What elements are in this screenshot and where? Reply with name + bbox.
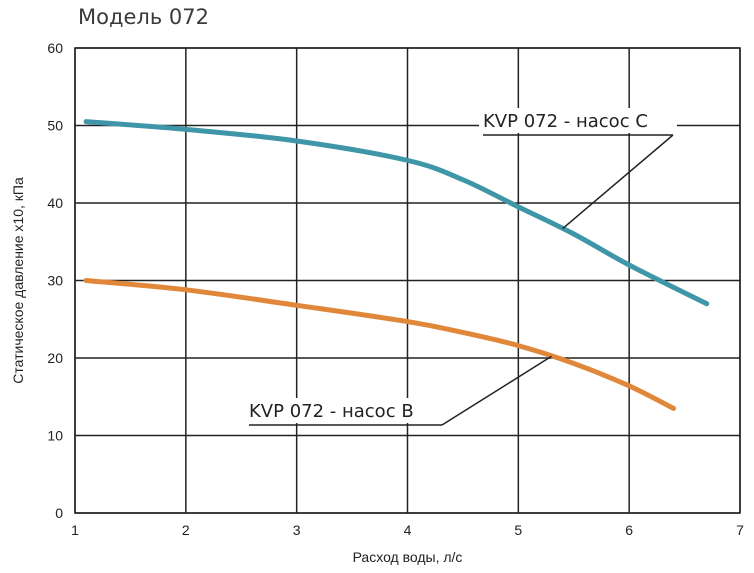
- series-group: [83, 119, 710, 411]
- x-tick-label: 5: [514, 522, 522, 538]
- x-tick-label: 3: [293, 522, 301, 538]
- x-tick-label: 7: [736, 522, 744, 538]
- plot-frame: [74, 47, 741, 514]
- chart-title: Модель 072: [78, 5, 209, 29]
- x-tick-label: 4: [404, 522, 412, 538]
- annotation-background: [479, 108, 677, 133]
- x-axis-label: Расход воды, л/с: [353, 549, 463, 565]
- y-tick-label: 20: [47, 350, 63, 366]
- series-line-0: [83, 119, 710, 307]
- annotation-pointer: [562, 134, 674, 230]
- tick-labels: 1 2 3 4 5 6 7 0 10 20 30 40 50 60: [47, 40, 744, 538]
- annotation-background: [245, 398, 446, 423]
- x-tick-label: 6: [625, 522, 633, 538]
- y-tick-label: 50: [47, 118, 63, 134]
- y-axis-label: Статическое давление х10, кПа: [10, 177, 26, 384]
- y-tick-label: 0: [55, 505, 63, 521]
- y-tick-label: 60: [47, 40, 63, 56]
- y-tick-label: 30: [47, 273, 63, 289]
- annotations: KVP 072 - насос C KVP 072 - насос B: [245, 108, 677, 426]
- series-line-1: [83, 278, 676, 411]
- y-tick-label: 40: [47, 195, 63, 211]
- annotation-label: KVP 072 - насос B: [249, 401, 414, 422]
- y-tick-label: 10: [47, 428, 63, 444]
- x-tick-label: 1: [71, 522, 79, 538]
- annotation-label: KVP 072 - насос C: [483, 111, 648, 132]
- annotation-pointer: [441, 355, 552, 426]
- x-tick-label: 2: [182, 522, 190, 538]
